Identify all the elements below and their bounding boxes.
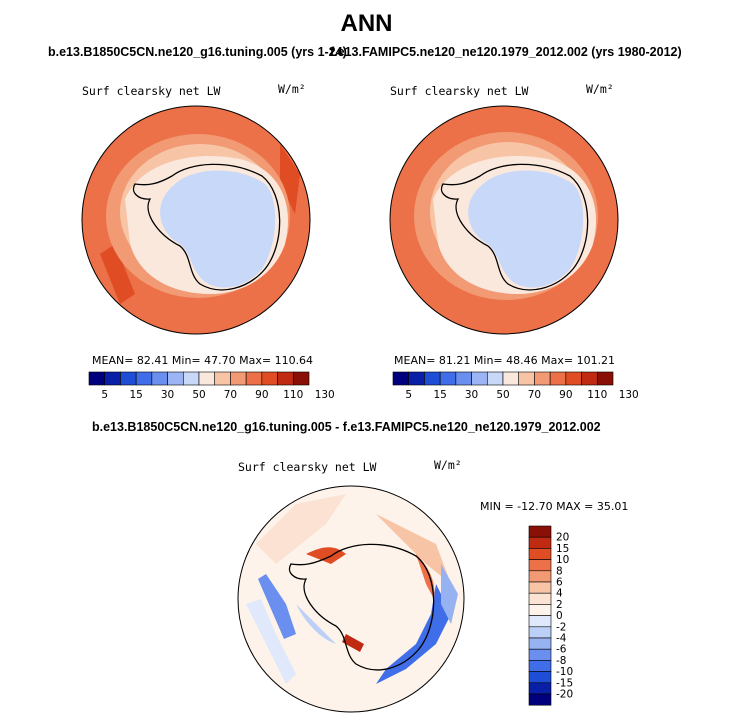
diff-colorbar-tick-label: -10 bbox=[556, 666, 573, 678]
left-colorbar-box bbox=[104, 371, 121, 386]
diff-stats: MIN = -12.70 MAX = 35.01 bbox=[480, 500, 629, 513]
right-units-label: W/m² bbox=[586, 82, 614, 96]
left-colorbar-box bbox=[182, 371, 200, 386]
left-colorbar-box bbox=[261, 371, 278, 386]
right-colorbar-box bbox=[596, 371, 614, 386]
diff-colorbar-box bbox=[528, 536, 552, 549]
right-stats: MEAN= 81.21 Min= 48.46 Max= 101.21 bbox=[394, 354, 616, 367]
left-colorbar-box bbox=[167, 371, 184, 386]
right-colorbar-box bbox=[392, 371, 410, 386]
diff-colorbar-tick-label: 20 bbox=[556, 532, 569, 544]
right-colorbar-tick-label: 15 bbox=[433, 389, 446, 401]
left-colorbar-box bbox=[214, 371, 231, 386]
diff-colorbar-box bbox=[528, 615, 552, 628]
diff-colorbar-box bbox=[528, 525, 552, 538]
diff-colorbar-tick-label: 0 bbox=[556, 610, 563, 622]
left-colorbar-tick-label: 15 bbox=[129, 389, 142, 401]
left-colorbar-tick-label: 30 bbox=[161, 389, 174, 401]
left-colorbar-tick-label: 130 bbox=[315, 389, 335, 401]
right-colorbar-box bbox=[518, 371, 535, 386]
diff-colorbar-tick-label: -8 bbox=[556, 655, 566, 667]
diff-colorbar-tick-label: -6 bbox=[556, 644, 567, 656]
diff-colorbar-tick-label: 15 bbox=[556, 543, 569, 555]
diff-colorbar-tick-label: -4 bbox=[556, 633, 567, 645]
right-colorbar-box bbox=[534, 371, 551, 386]
right-colorbar-tick-label: 70 bbox=[528, 389, 541, 401]
left-colorbar-box bbox=[151, 371, 168, 386]
left-case-label: b.e13.B1850C5CN.ne120_g16.tuning.005 (yr… bbox=[48, 45, 347, 59]
figure-title: ANN bbox=[340, 10, 393, 37]
diff-case-label: b.e13.B1850C5CN.ne120_g16.tuning.005 - f… bbox=[92, 420, 601, 434]
right-variable-label: Surf clearsky net LW bbox=[390, 84, 529, 98]
diff-colorbar-box bbox=[528, 671, 552, 684]
left-colorbar-box bbox=[277, 371, 294, 386]
diff-colorbar-box bbox=[528, 548, 552, 560]
diff-colorbar-box bbox=[528, 660, 552, 672]
left-colorbar-tick-label: 50 bbox=[192, 389, 205, 401]
left-colorbar-box bbox=[135, 371, 153, 386]
right-colorbar-box bbox=[408, 371, 425, 386]
diff-colorbar-box bbox=[528, 693, 552, 706]
left-polar-map bbox=[81, 105, 311, 335]
left-colorbar: 5 15 30 50 70 90 110 130 bbox=[88, 371, 335, 401]
diff-colorbar-box bbox=[528, 570, 552, 583]
right-colorbar-tick-label: 50 bbox=[496, 389, 509, 401]
diff-colorbar-box bbox=[528, 637, 552, 650]
right-colorbar-tick-label: 90 bbox=[559, 389, 572, 401]
left-colorbar-box bbox=[120, 371, 137, 386]
diff-colorbar-tick-label: -2 bbox=[556, 621, 566, 633]
diff-colorbar-tick-label: -20 bbox=[556, 689, 573, 701]
diff-colorbar-box bbox=[528, 626, 552, 639]
left-colorbar-tick-label: 70 bbox=[224, 389, 237, 401]
diff-colorbar-tick-label: 10 bbox=[556, 554, 569, 566]
right-colorbar-tick-label: 5 bbox=[405, 389, 412, 401]
right-colorbar-tick-label: 130 bbox=[619, 389, 639, 401]
right-case-label: f.e13.FAMIPC5.ne120_ne120.1979_2012.002 … bbox=[330, 45, 682, 59]
diff-colorbar-tick-label: 4 bbox=[556, 588, 563, 600]
left-variable-label: Surf clearsky net LW bbox=[82, 84, 221, 98]
right-colorbar-tick-label: 30 bbox=[465, 389, 478, 401]
diff-colorbar-tick-label: 2 bbox=[556, 599, 563, 611]
left-colorbar-tick-label: 5 bbox=[101, 389, 108, 401]
right-colorbar-box bbox=[455, 371, 472, 386]
right-colorbar-box bbox=[486, 371, 504, 386]
right-colorbar-box bbox=[565, 371, 582, 386]
right-colorbar: 5 15 30 50 70 90 110 130 bbox=[392, 371, 639, 401]
diff-colorbar-tick-label: 6 bbox=[556, 577, 563, 589]
diff-polar-map bbox=[237, 485, 465, 713]
diff-colorbar-box bbox=[528, 559, 552, 572]
left-colorbar-tick-label: 90 bbox=[255, 389, 268, 401]
right-colorbar-box bbox=[581, 371, 598, 386]
left-colorbar-tick-label: 110 bbox=[283, 389, 303, 401]
left-colorbar-box bbox=[198, 371, 216, 386]
left-colorbar-box bbox=[292, 371, 310, 386]
diff-colorbar-box bbox=[528, 682, 552, 695]
diff-colorbar-tick-label: 8 bbox=[556, 565, 563, 577]
right-colorbar-box bbox=[424, 371, 441, 386]
left-colorbar-box bbox=[88, 371, 106, 386]
diff-units-label: W/m² bbox=[434, 458, 462, 472]
left-units-label: W/m² bbox=[278, 82, 306, 96]
left-stats: MEAN= 82.41 Min= 47.70 Max= 110.64 bbox=[92, 354, 314, 367]
diff-colorbar-tick-label: -15 bbox=[556, 677, 573, 689]
diff-variable-label: Surf clearsky net LW bbox=[238, 460, 377, 474]
right-colorbar-box bbox=[439, 371, 457, 386]
right-colorbar-box bbox=[471, 371, 488, 386]
right-colorbar-tick-label: 110 bbox=[587, 389, 607, 401]
diff-colorbar-box bbox=[528, 581, 552, 594]
right-colorbar-box bbox=[549, 371, 567, 386]
left-colorbar-box bbox=[245, 371, 263, 386]
diff-colorbar-box bbox=[528, 648, 552, 661]
diff-colorbar-box bbox=[528, 592, 552, 605]
right-polar-map bbox=[389, 105, 619, 335]
left-colorbar-box bbox=[230, 371, 247, 386]
right-colorbar-box bbox=[502, 371, 520, 386]
diff-colorbar-box bbox=[528, 604, 552, 616]
